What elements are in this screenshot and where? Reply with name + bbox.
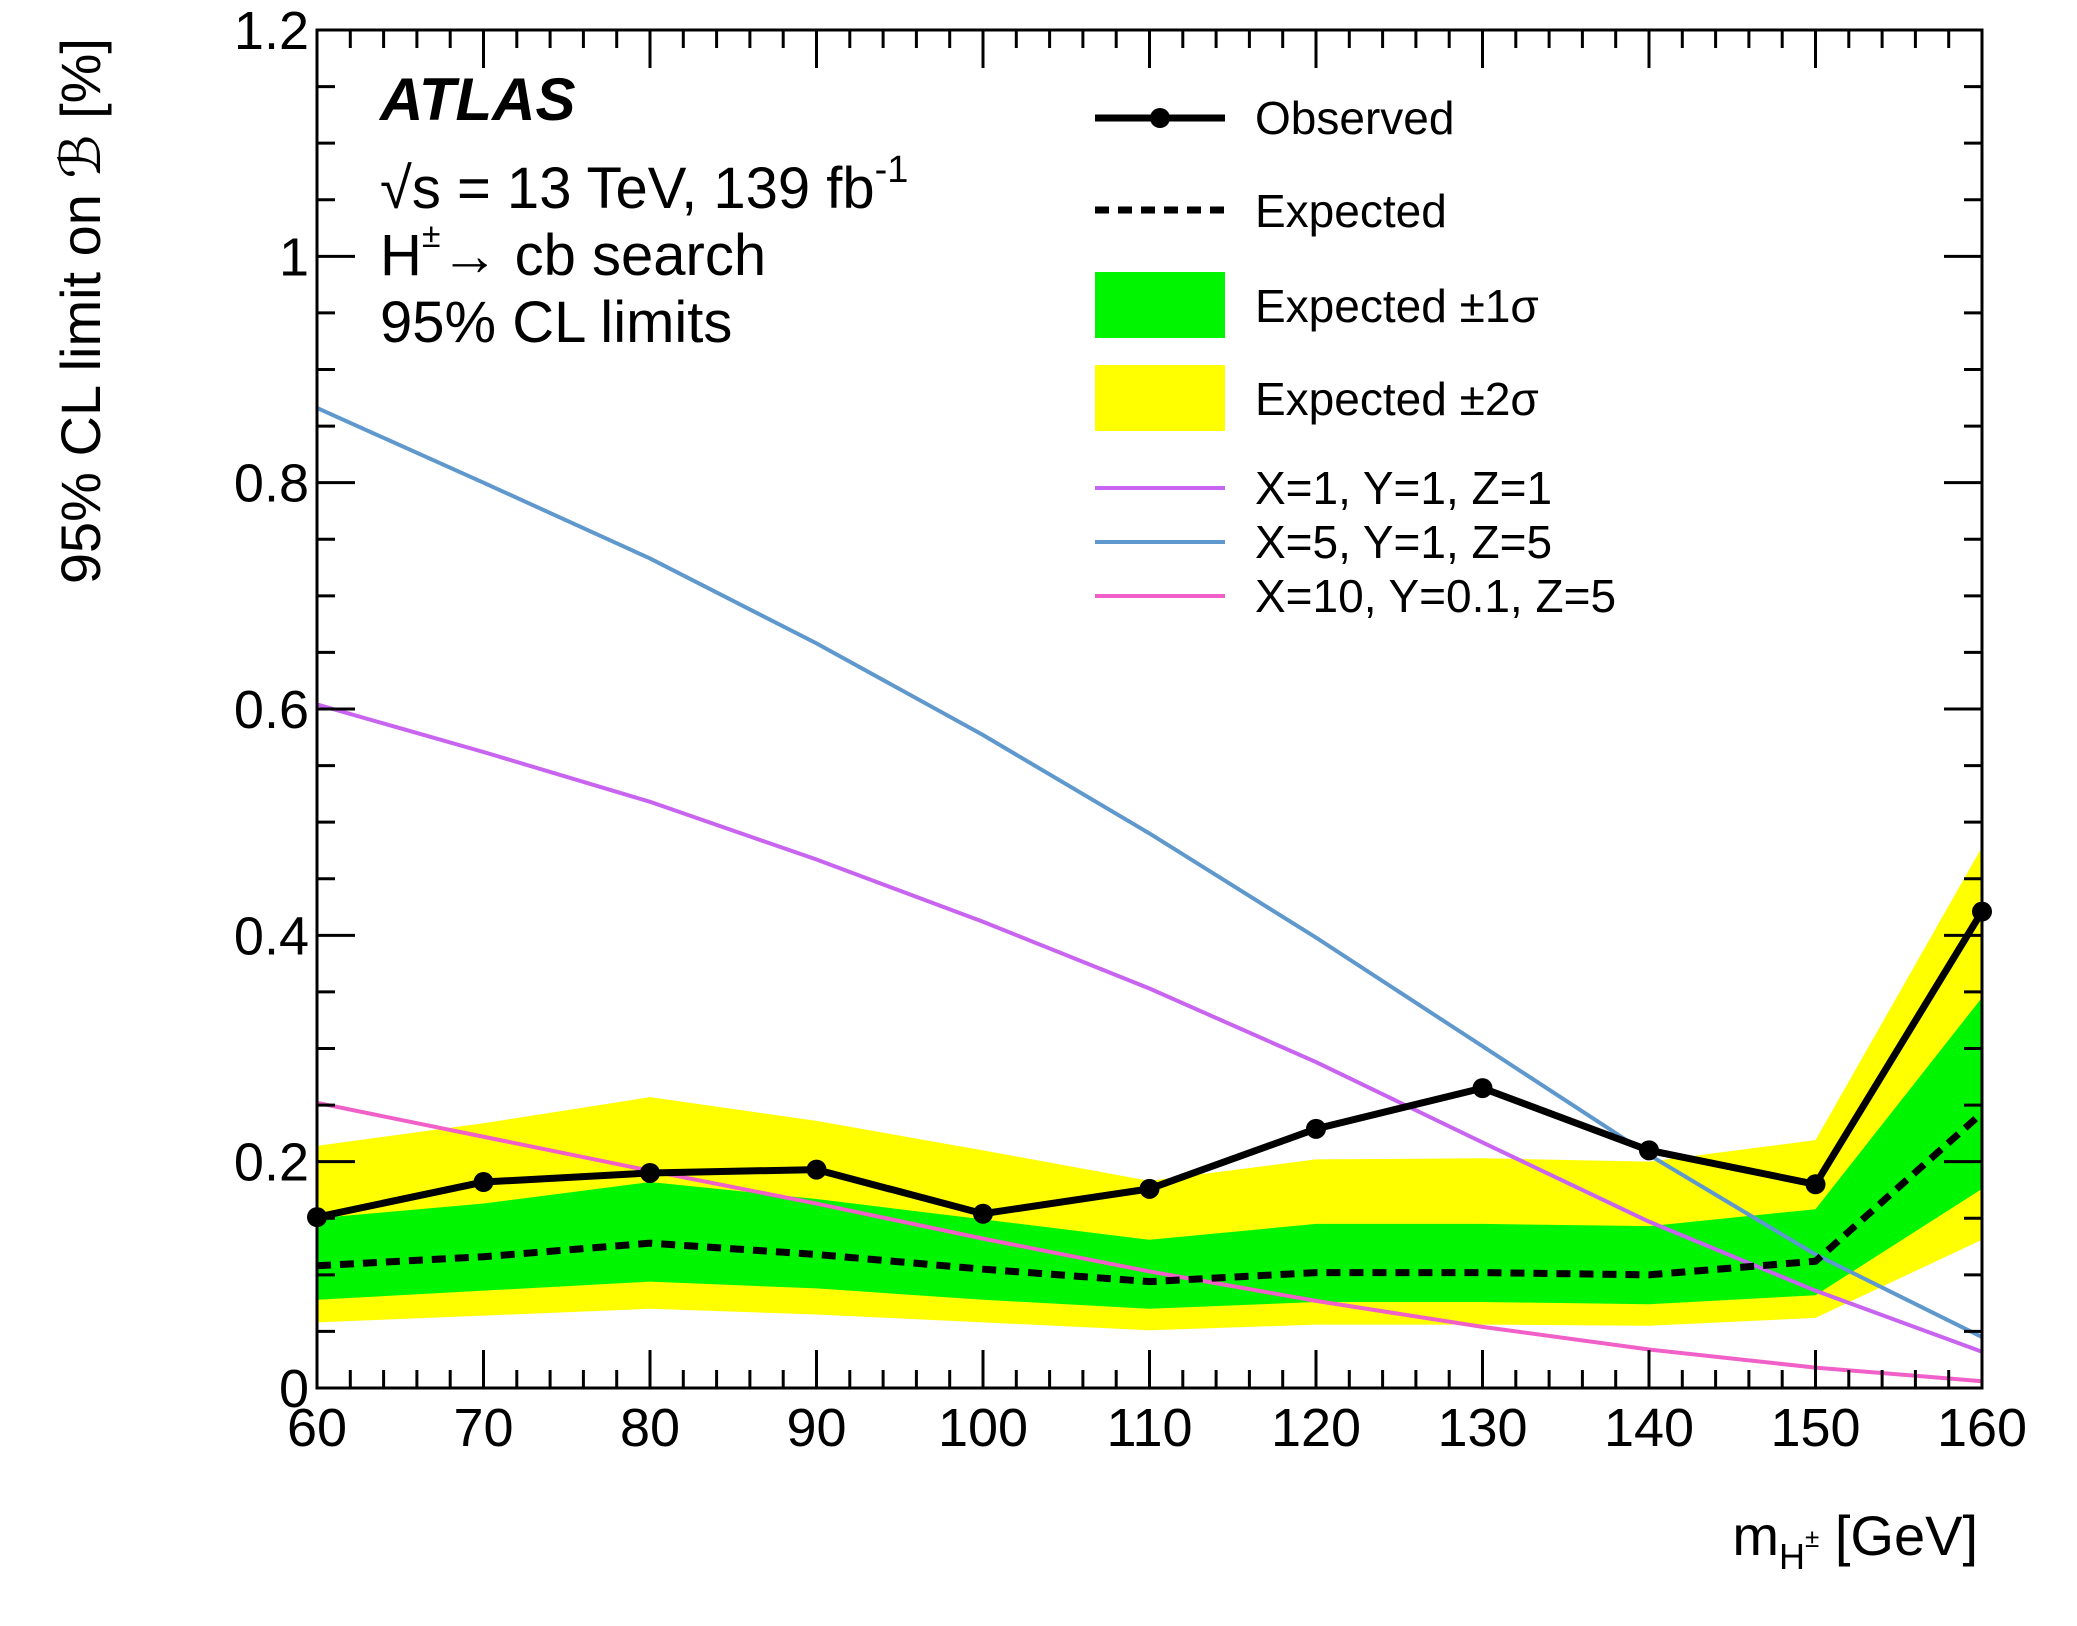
legend-2sigma-swatch xyxy=(1095,365,1225,431)
axis-ticks xyxy=(315,28,1984,1390)
model-curve-3 xyxy=(316,1100,1983,1384)
observed-point xyxy=(973,1203,993,1224)
x-tick-label: 100 xyxy=(938,1398,1028,1458)
channel-label: H±→ cb search xyxy=(380,217,766,288)
energy-lumi-label: √s = 13 TeV, 139 fb-1 xyxy=(380,149,908,221)
x-tick-label: 120 xyxy=(1271,1398,1361,1458)
y-tick-label: 1.2 xyxy=(234,1,309,61)
cl-label: 95% CL limits xyxy=(380,290,732,355)
legend-observed-marker xyxy=(1150,108,1170,128)
legend-2sigma-label: Expected ±2σ xyxy=(1255,373,1539,425)
experiment-label: ATLAS xyxy=(378,66,576,133)
observed-point xyxy=(1805,1174,1826,1195)
legend-entry-2sigma: Expected ±2σ xyxy=(1095,365,1539,431)
legend-entry-model-2: X=5, Y=1, Z=5 xyxy=(1095,516,1552,568)
y-tick-label: 0.2 xyxy=(234,1133,309,1193)
observed-point xyxy=(640,1162,660,1183)
legend: Observed Expected Expected ±1σ Expected … xyxy=(1095,92,1616,622)
y-tick-label: 0.4 xyxy=(234,906,309,966)
legend-entry-model-1: X=1, Y=1, Z=1 xyxy=(1095,462,1552,514)
legend-model-2-label: X=5, Y=1, Z=5 xyxy=(1255,516,1552,568)
y-tick-labels: 0 0.2 0.4 0.6 0.8 1 1.2 xyxy=(234,1,309,1419)
observed-point xyxy=(473,1172,494,1193)
model-curve-1 xyxy=(316,702,1983,1354)
band-1sigma xyxy=(317,997,1982,1309)
x-axis-title: mH± [GeV] xyxy=(1732,1504,1978,1577)
observed-point xyxy=(806,1159,827,1180)
legend-entry-1sigma: Expected ±1σ xyxy=(1095,272,1539,338)
x-tick-label: 70 xyxy=(453,1398,513,1458)
observed-point xyxy=(1472,1078,1493,1099)
model-curves xyxy=(316,406,1983,1384)
legend-entry-observed: Observed xyxy=(1095,92,1454,144)
observed-point xyxy=(1306,1118,1326,1139)
x-tick-label: 150 xyxy=(1770,1398,1860,1458)
x-tick-label: 60 xyxy=(287,1398,347,1458)
legend-entry-expected: Expected xyxy=(1095,185,1447,237)
y-axis-title: 95% CL limit on ℬ [%] xyxy=(49,38,112,584)
observed-point xyxy=(1139,1178,1160,1199)
x-tick-label: 110 xyxy=(1106,1398,1192,1458)
observed-limit xyxy=(307,901,1992,1228)
y-tick-label: 1 xyxy=(279,227,309,287)
x-tick-label: 90 xyxy=(786,1398,846,1458)
legend-entry-model-3: X=10, Y=0.1, Z=5 xyxy=(1095,570,1616,622)
y-tick-label: 0.8 xyxy=(234,454,309,514)
model-curve-2 xyxy=(316,406,1983,1339)
x-tick-labels: 60 70 80 90 100 110 120 130 140 150 160 xyxy=(287,1398,2027,1458)
expected-limit xyxy=(316,1110,1985,1286)
x-tick-label: 160 xyxy=(1937,1398,2027,1458)
legend-1sigma-swatch xyxy=(1095,272,1225,338)
legend-1sigma-label: Expected ±1σ xyxy=(1255,280,1539,332)
legend-model-3-label: X=10, Y=0.1, Z=5 xyxy=(1255,570,1616,622)
x-tick-label: 140 xyxy=(1604,1398,1694,1458)
y-tick-label: 0 xyxy=(279,1359,309,1419)
legend-model-1-label: X=1, Y=1, Z=1 xyxy=(1255,462,1552,514)
legend-expected-label: Expected xyxy=(1255,185,1447,237)
observed-point xyxy=(1639,1140,1659,1161)
x-tick-label: 130 xyxy=(1437,1398,1527,1458)
expected-line xyxy=(316,1110,1985,1286)
y-tick-label: 0.6 xyxy=(234,680,309,740)
legend-observed-label: Observed xyxy=(1255,92,1454,144)
uncertainty-bands xyxy=(317,847,1982,1331)
x-tick-label: 80 xyxy=(620,1398,680,1458)
